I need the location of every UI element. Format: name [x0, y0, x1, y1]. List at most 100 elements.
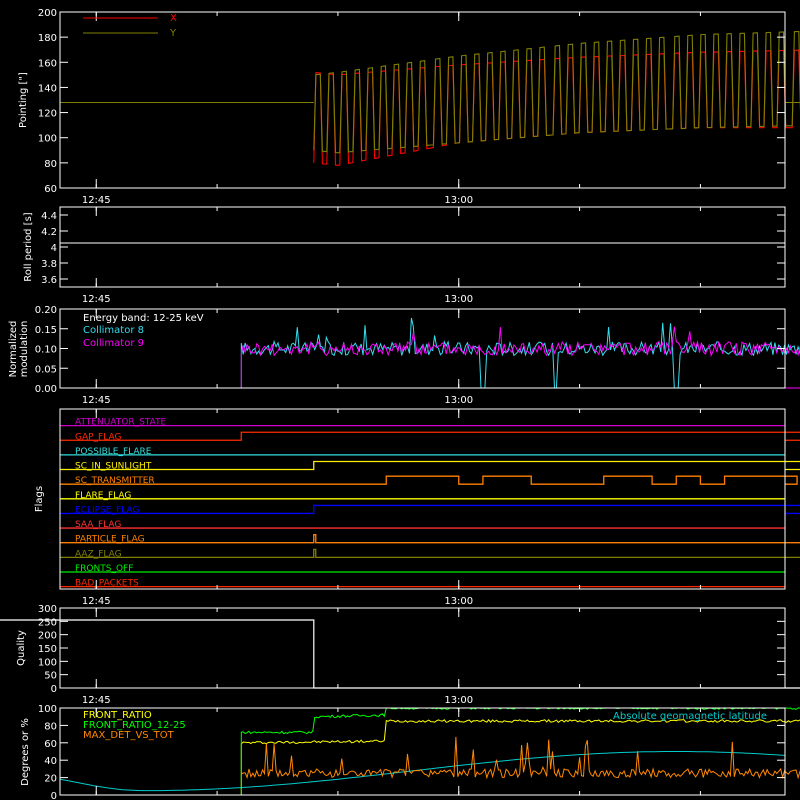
y-tick-label: 100 — [38, 704, 57, 715]
roll-ylabel: Roll period [s] — [23, 212, 34, 281]
pointing-ylabel: Pointing ["] — [18, 72, 29, 128]
collimator-8-series — [60, 317, 800, 389]
y-tick-label: 0.15 — [35, 325, 57, 336]
energy-band-label: Energy band: 12-25 keV — [83, 313, 204, 324]
y-tick-label: 0 — [51, 684, 57, 695]
legend-collimator-8: Collimator 8 — [83, 325, 144, 336]
legend-max-det-vs-tot: MAX_DET_VS_TOT — [83, 730, 175, 741]
y-tick-label: 0.05 — [35, 364, 57, 375]
pointing-axes: 12:4513:0013:1513:3013:4514:0014:1560801… — [38, 8, 785, 206]
y-tick-label: 80 — [44, 721, 57, 732]
flag-label: ECLIPSE_FLAG — [75, 505, 139, 515]
flag-label: SAA_FLAG — [75, 520, 121, 530]
y-tick-label: 0.00 — [35, 384, 57, 395]
y-pointing-series — [313, 31, 800, 154]
x-tick-label: 13:00 — [444, 596, 473, 607]
y-tick-label: 60 — [44, 184, 57, 195]
y-tick-label: 180 — [38, 33, 57, 44]
y-tick-label: 40 — [44, 756, 57, 767]
y-tick-label: 3.8 — [41, 259, 57, 270]
flag-line — [60, 475, 798, 485]
flag-label: GAP_FLAG — [75, 432, 121, 442]
x-tick-label: 12:45 — [82, 195, 111, 206]
quality-axes: 12:4513:0013:1513:3013:4514:0014:1505010… — [38, 604, 785, 706]
flags-frame — [59, 408, 786, 590]
ratios-panel: 12:4513:0013:1513:3013:4514:0014:1502040… — [20, 704, 800, 800]
y-tick-label: 200 — [38, 8, 57, 19]
y-tick-label: 0.10 — [35, 345, 57, 356]
y-tick-label: 300 — [38, 604, 57, 615]
pointing-frame — [59, 11, 786, 189]
flag-label: SC_IN_SUNLIGHT — [75, 462, 152, 472]
flag-label: POSSIBLE_FLARE — [75, 447, 152, 457]
flag-line — [60, 460, 800, 471]
y-tick-label: 4.4 — [41, 211, 57, 222]
ratios-frame — [59, 707, 786, 796]
y-tick-label: 200 — [38, 631, 57, 642]
y-tick-label: 20 — [44, 774, 57, 785]
y-tick-label: 120 — [38, 109, 57, 120]
y-tick-label: 150 — [38, 644, 57, 655]
pointing-legend: X Y — [83, 13, 177, 39]
geomag-latitude-series — [59, 751, 786, 792]
y-tick-label: 80 — [44, 159, 57, 170]
flags-ylabel: Flags — [34, 486, 45, 512]
legend-front-ratio-12-25: FRONT_RATIO_12-25 — [83, 720, 186, 731]
legend-front-ratio: FRONT_RATIO — [83, 710, 152, 721]
modulation-data — [60, 317, 800, 389]
y-tick-label: 140 — [38, 83, 57, 94]
flag-label: BAD_PACKETS — [75, 579, 139, 589]
x-tick-label: 13:00 — [444, 695, 473, 706]
flags-panel: ATTENUATOR_STATE GAP_FLAG POSSIBLE_FLARE SC… — [34, 408, 800, 607]
flag-line — [60, 431, 800, 441]
x-tick-label: 12:45 — [82, 294, 111, 305]
y-tick-label: 50 — [44, 671, 57, 682]
y-tick-label: 100 — [38, 134, 57, 145]
flag-label: FLARE_FLAG — [75, 491, 131, 501]
max-det-vs-tot-series — [241, 736, 800, 780]
flags-data: ATTENUATOR_STATE GAP_FLAG POSSIBLE_FLARE SC… — [60, 418, 800, 589]
quality-data — [0, 619, 800, 689]
legend-x-label: X — [170, 13, 177, 24]
ratios-axes: 12:4513:0013:1513:3013:4514:0014:1502040… — [38, 704, 785, 800]
flag-label: PARTICLE_FLAG — [75, 535, 145, 545]
y-tick-label: 0.20 — [35, 305, 57, 316]
collimator-9-series — [60, 326, 800, 389]
y-tick-label: 100 — [38, 657, 57, 668]
ratios-ylabel: Degrees or % — [20, 718, 31, 786]
modulation-axes: 12:4513:0013:1513:3013:4514:0014:150.000… — [35, 305, 785, 406]
x-tick-label: 12:45 — [82, 395, 111, 406]
quality-panel: 12:4513:0013:1513:3013:4514:0014:1505010… — [0, 604, 800, 706]
modulation-panel: 12:4513:0013:1513:3013:4514:0014:150.000… — [8, 305, 800, 406]
flag-line — [60, 504, 800, 515]
flag-line — [60, 534, 800, 544]
y-tick-label: 160 — [38, 58, 57, 69]
pointing-data — [60, 31, 800, 166]
y-tick-label: 4.2 — [41, 227, 57, 238]
y-tick-label: 4 — [51, 243, 57, 254]
y-tick-label: 3.6 — [41, 275, 57, 286]
modulation-ylabel-2: modulation — [19, 321, 30, 378]
front-ratio-series — [240, 719, 800, 795]
quality-series — [0, 619, 800, 689]
flag-label: SC_TRANSMITTER — [75, 476, 155, 486]
y-tick-label: 0 — [51, 791, 57, 800]
x-tick-label: 13:00 — [444, 395, 473, 406]
flag-label: FRONTS_OFF — [75, 564, 133, 574]
roll-axes: 12:4513:0013:1513:3013:4514:0014:153.63.… — [41, 207, 785, 305]
y-tick-label: 60 — [44, 739, 57, 750]
geomag-latitude-label: Absolute geomagnetic latitude — [613, 711, 767, 722]
roll-panel: 12:4513:0013:1513:3013:4514:0014:153.63.… — [23, 206, 786, 305]
x-tick-label: 12:45 — [82, 695, 111, 706]
quality-ylabel: Quality — [16, 630, 27, 666]
x-tick-label: 12:45 — [82, 596, 111, 607]
pointing-panel: 12:4513:0013:1513:3013:4514:0014:1560801… — [18, 8, 800, 206]
legend-collimator-9: Collimator 9 — [83, 338, 144, 349]
y-tick-label: 250 — [38, 617, 57, 628]
flag-label: ATTENUATOR_STATE — [75, 418, 167, 428]
flag-line — [60, 548, 800, 558]
modulation-ylabel: Normalized — [8, 321, 19, 378]
legend-y-label: Y — [169, 28, 177, 39]
